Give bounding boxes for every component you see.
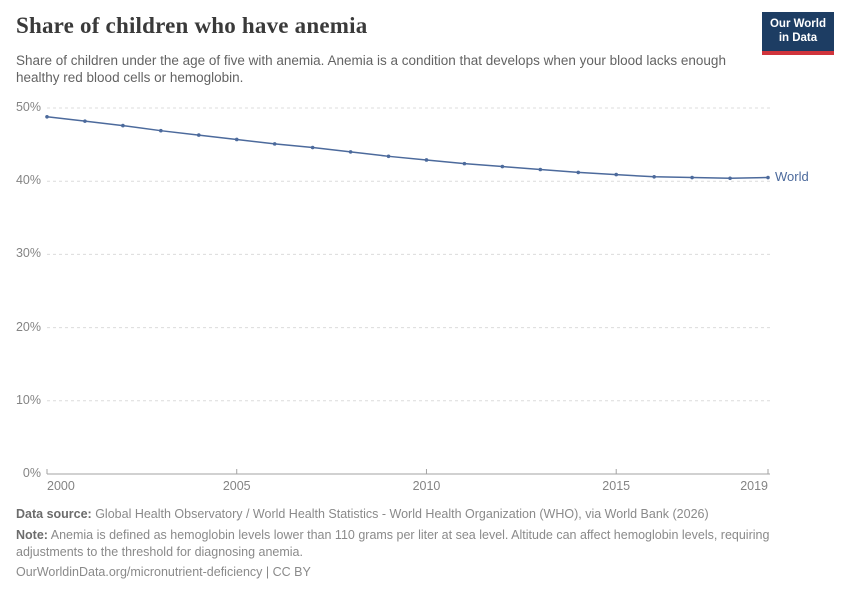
data-point — [424, 158, 429, 162]
data-point — [652, 175, 656, 179]
data-source-label: Data source: — [16, 507, 92, 521]
owid-logo-accent-bar — [761, 50, 834, 55]
data-point — [121, 123, 125, 128]
data-point — [234, 137, 239, 142]
note-text: Anemia is defined as hemoglobin levels l… — [16, 528, 770, 559]
series-line-world — [46, 116, 769, 180]
data-point — [83, 119, 87, 123]
data-point — [159, 128, 163, 133]
owid-logo-line2: in Data — [778, 32, 818, 45]
data-point — [766, 175, 770, 180]
data-point — [348, 150, 353, 154]
data-point — [728, 176, 732, 181]
data-point — [462, 161, 467, 166]
license-label: CC BY — [272, 565, 311, 579]
owid-logo-line1: Our World — [769, 18, 826, 30]
credit-separator: | — [262, 565, 273, 579]
data-source-text: Global Health Observatory / World Health… — [91, 507, 709, 521]
data-point — [538, 167, 543, 172]
data-point — [614, 172, 619, 177]
chart-subtitle: Share of children under the age of five … — [16, 53, 726, 86]
owid-url-link[interactable]: OurWorldinData.org/micronutrient-deficie… — [16, 565, 263, 579]
data-point — [272, 142, 277, 146]
data-point — [196, 133, 201, 137]
data-source-line: Data source: Global Health Observatory /… — [16, 506, 822, 523]
data-point — [500, 164, 505, 169]
note-line: Note: Anemia is defined as hemoglobin le… — [16, 527, 822, 560]
credit-line: OurWorldinData.org/micronutrient-deficie… — [16, 564, 822, 581]
page-title: Share of children who have anemia — [16, 13, 368, 38]
note-label: Note: — [16, 528, 48, 542]
data-point — [576, 170, 581, 175]
owid-logo[interactable]: Our World in Data — [761, 12, 834, 55]
data-point — [310, 145, 315, 150]
data-point — [690, 175, 694, 180]
data-point — [386, 154, 391, 159]
data-point — [45, 114, 49, 119]
